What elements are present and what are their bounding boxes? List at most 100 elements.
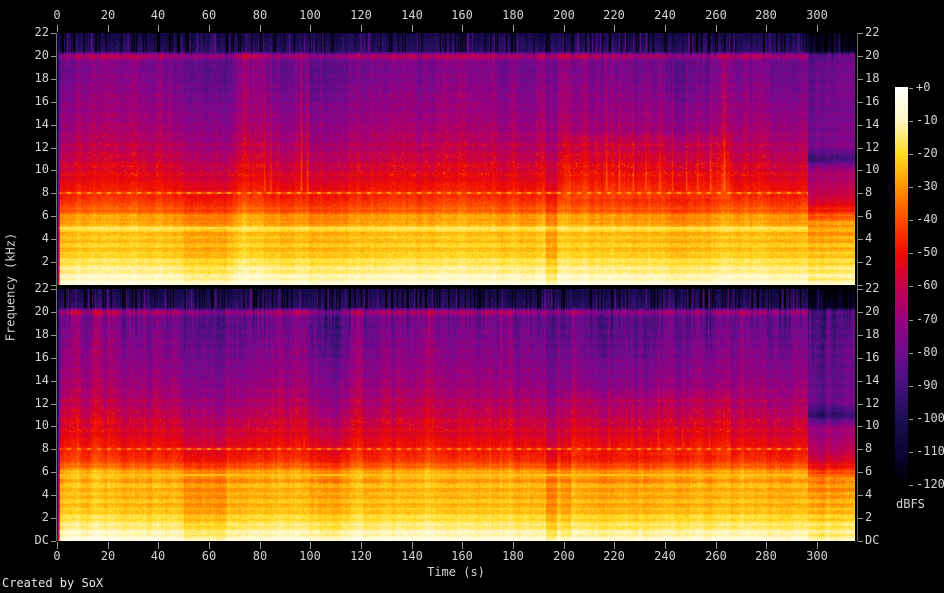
freq-tick-label-right: 12 — [865, 140, 880, 154]
time-tick-label-bottom: 240 — [654, 549, 676, 563]
freq-tick-label-left: 22 — [34, 281, 49, 295]
time-tick-top — [310, 25, 311, 32]
freq-tick-right — [858, 216, 863, 217]
time-tick-label-top: 40 — [150, 8, 166, 22]
time-tick-label-top: 20 — [100, 8, 116, 22]
freq-tick-label-right: 14 — [865, 373, 880, 387]
time-tick-label-top: 260 — [705, 8, 727, 22]
freq-tick-right — [858, 449, 863, 450]
time-tick-bottom — [260, 542, 261, 549]
time-tick-label-bottom: 280 — [755, 549, 777, 563]
freq-tick-label-left: 20 — [34, 304, 49, 318]
time-tick-bottom — [158, 542, 159, 549]
time-tick-bottom — [513, 542, 514, 549]
freq-tick-left — [51, 312, 56, 313]
time-tick-label-bottom: 180 — [502, 549, 524, 563]
freq-tick-label-right: 8 — [865, 185, 873, 199]
time-tick-top — [564, 25, 565, 32]
time-tick-bottom — [716, 542, 717, 549]
freq-tick-label-left: 10 — [34, 162, 49, 176]
time-tick-bottom — [817, 542, 818, 549]
freq-tick-label-right: 2 — [865, 254, 873, 268]
freq-tick-right — [858, 125, 863, 126]
time-tick-top — [158, 25, 159, 32]
freq-tick-right — [858, 358, 863, 359]
freq-tick-label-left: 12 — [34, 396, 49, 410]
freq-tick-label-left: 6 — [41, 464, 49, 478]
time-tick-top — [817, 25, 818, 32]
time-tick-top — [412, 25, 413, 32]
freq-tick-right — [858, 56, 863, 57]
freq-tick-label-right: 6 — [865, 208, 873, 222]
colorbar-tick — [909, 154, 913, 155]
time-tick-top — [513, 25, 514, 32]
freq-tick-left — [51, 426, 56, 427]
colorbar-tick — [909, 187, 913, 188]
time-tick-label-bottom: 260 — [705, 549, 727, 563]
freq-tick-label-left: DC — [34, 533, 49, 547]
freq-tick-right — [858, 170, 863, 171]
colorbar-tick-label: -80 — [916, 345, 938, 359]
colorbar-tick — [909, 286, 913, 287]
x-axis-title: Time (s) — [427, 565, 485, 579]
colorbar-tick-label: -10 — [916, 113, 938, 127]
freq-tick-label-right: DC — [865, 533, 880, 547]
spectrogram-channel-1-canvas — [57, 33, 855, 285]
time-tick-label-bottom: 20 — [100, 549, 116, 563]
time-tick-label-bottom: 200 — [553, 549, 575, 563]
time-tick-label-bottom: 160 — [451, 549, 473, 563]
time-tick-bottom — [462, 542, 463, 549]
colorbar-gradient — [895, 87, 908, 486]
freq-tick-right — [858, 541, 863, 542]
freq-tick-left — [51, 193, 56, 194]
freq-tick-left — [51, 285, 56, 286]
freq-tick-label-right: 10 — [865, 418, 880, 432]
time-tick-bottom — [310, 542, 311, 549]
time-tick-label-bottom: 80 — [252, 549, 268, 563]
colorbar-tick — [909, 220, 913, 221]
time-tick-label-bottom: 100 — [299, 549, 321, 563]
freq-tick-label-left: 16 — [34, 350, 49, 364]
time-tick-top — [614, 25, 615, 32]
freq-tick-label-right: 8 — [865, 441, 873, 455]
freq-tick-label-left: 8 — [41, 185, 49, 199]
time-tick-top — [361, 25, 362, 32]
colorbar-tick-label: -90 — [916, 378, 938, 392]
credit-text: Created by SoX — [2, 576, 104, 590]
freq-tick-right — [858, 285, 863, 286]
freq-tick-right — [858, 102, 863, 103]
freq-tick-right — [858, 404, 863, 405]
left-axis-line — [56, 33, 57, 541]
freq-tick-label-left: 6 — [41, 208, 49, 222]
freq-tick-label-left: 10 — [34, 418, 49, 432]
freq-tick-label-left: 2 — [41, 510, 49, 524]
freq-tick-left — [51, 472, 56, 473]
colorbar-tick-label: -50 — [916, 245, 938, 259]
freq-tick-left — [51, 33, 56, 34]
time-tick-label-bottom: 220 — [603, 549, 625, 563]
freq-tick-label-left: 4 — [41, 487, 49, 501]
colorbar-tick — [909, 386, 913, 387]
freq-tick-right — [858, 335, 863, 336]
time-tick-label-top: 60 — [201, 8, 217, 22]
time-tick-label-bottom: 300 — [806, 549, 828, 563]
time-tick-top — [57, 25, 58, 32]
time-tick-bottom — [57, 542, 58, 549]
freq-tick-label-right: 4 — [865, 231, 873, 245]
freq-tick-right — [858, 381, 863, 382]
time-tick-label-top: 200 — [553, 8, 575, 22]
freq-tick-label-left: 14 — [34, 373, 49, 387]
time-tick-top — [665, 25, 666, 32]
freq-tick-left — [51, 381, 56, 382]
time-tick-top — [766, 25, 767, 32]
colorbar-tick-label: -60 — [916, 278, 938, 292]
time-tick-label-top: 120 — [350, 8, 372, 22]
freq-tick-label-left: 22 — [34, 25, 49, 39]
freq-tick-right — [858, 239, 863, 240]
freq-tick-left — [51, 125, 56, 126]
freq-tick-right — [858, 193, 863, 194]
freq-tick-label-left: 4 — [41, 231, 49, 245]
freq-tick-label-left: 12 — [34, 140, 49, 154]
colorbar-tick — [909, 419, 913, 420]
